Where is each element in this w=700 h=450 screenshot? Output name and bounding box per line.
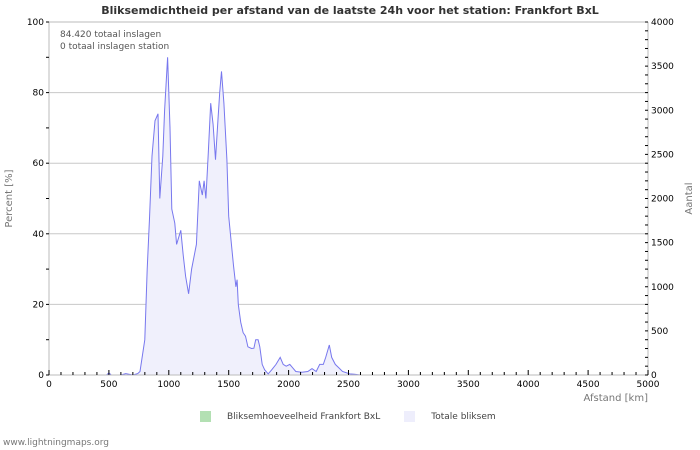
y2-tick-label: 3000	[651, 106, 674, 116]
y2-tick-label: 3500	[651, 62, 674, 72]
x-tick-label: 4000	[517, 380, 540, 390]
legend-item-total: Totale bliksem	[404, 411, 496, 422]
chart-title: Bliksemdichtheid per afstand van de laat…	[101, 4, 599, 17]
total-strikes-label: 84.420 totaal inslagen	[60, 30, 162, 40]
x-tick-label: 3000	[397, 380, 420, 390]
total-lightning-line	[49, 57, 648, 376]
y2-tick-label: 4000	[651, 18, 674, 28]
legend-label-total: Totale bliksem	[431, 411, 496, 422]
x-tick-label: 500	[100, 380, 117, 390]
y-tick-label: 60	[33, 159, 45, 169]
y-tick-label: 80	[33, 89, 45, 99]
y-tick-label: 20	[33, 300, 45, 310]
x-tick-label: 2000	[277, 380, 300, 390]
legend-swatch-total	[404, 411, 416, 422]
y2-tick-label: 500	[651, 327, 668, 337]
footer-link[interactable]: www.lightningmaps.org	[3, 438, 109, 448]
y2-tick-label: 0	[651, 371, 657, 381]
x-tick-label: 3500	[457, 380, 480, 390]
y2-tick-label: 2000	[651, 195, 674, 205]
station-strikes-label: 0 totaal inslagen station	[60, 42, 170, 52]
y-tick-label: 0	[38, 371, 44, 381]
total-lightning-area	[49, 57, 648, 376]
x-tick-label: 1500	[217, 380, 240, 390]
legend-item-station: Bliksemhoeveelheid Frankfort BxL	[200, 411, 380, 422]
y-axis-label: Percent [%]	[4, 169, 15, 227]
legend-label-station: Bliksemhoeveelheid Frankfort BxL	[227, 411, 381, 422]
y-tick-label: 40	[33, 230, 45, 240]
x-tick-label: 0	[46, 380, 52, 390]
y2-tick-label: 2500	[651, 150, 674, 160]
x-tick-label: 2500	[337, 380, 360, 390]
legend: Bliksemhoeveelheid Frankfort BxL Totale …	[200, 411, 520, 422]
x-tick-label: 5000	[637, 380, 660, 390]
y-tick-label: 100	[27, 18, 44, 28]
y2-axis-label: Aantal	[684, 182, 695, 214]
legend-swatch-station	[200, 411, 211, 422]
x-tick-label: 4500	[577, 380, 600, 390]
y2-tick-label: 1500	[651, 239, 674, 249]
x-axis-label: Afstand [km]	[584, 393, 649, 404]
y2-tick-label: 1000	[651, 283, 674, 293]
x-tick-label: 1000	[157, 380, 180, 390]
